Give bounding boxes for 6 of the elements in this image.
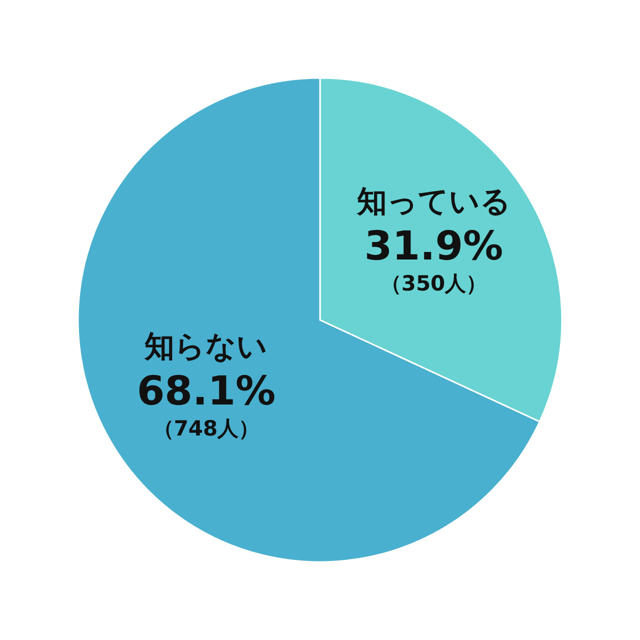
slice-label: 知らない <box>144 330 268 365</box>
text: （748人） <box>152 416 260 441</box>
data-label: 31.9% <box>364 223 504 270</box>
data-label: 68.1% <box>136 368 276 415</box>
slice-label: 知っている <box>356 184 511 220</box>
text: （350人） <box>380 271 488 296</box>
